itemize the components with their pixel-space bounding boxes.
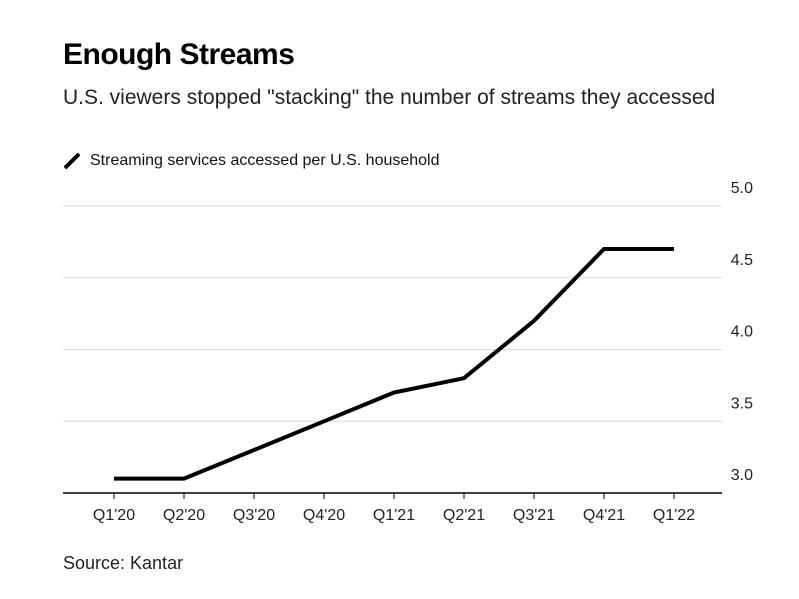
chart-title: Enough Streams <box>63 38 295 71</box>
y-axis-tick-labels: 3.0 3.5 4.0 4.5 5.0 <box>731 180 753 484</box>
x-tick-label: Q1'21 <box>373 507 415 524</box>
x-tick-label: Q4'21 <box>583 507 625 524</box>
gridlines <box>63 205 722 422</box>
legend-label: Streaming services accessed per U.S. hou… <box>90 152 440 169</box>
series-lines <box>114 247 674 481</box>
source-note: Source: Kantar <box>63 553 184 573</box>
x-tick-label: Q1'20 <box>93 507 135 524</box>
x-tick-label: Q3'21 <box>513 507 555 524</box>
x-axis: Q1'20 Q2'20 Q3'20 Q4'20 Q1'21 Q2'21 Q3'21 Q4'21… <box>63 492 722 524</box>
x-tick-label: Q2'21 <box>443 507 485 524</box>
chart-subtitle: U.S. viewers stopped "stacking" the numb… <box>63 86 716 109</box>
legend: Streaming services accessed per U.S. hou… <box>63 150 440 172</box>
y-tick-label: 3.5 <box>731 395 753 412</box>
y-tick-label: 4.5 <box>731 252 753 269</box>
y-tick-label: 5.0 <box>731 180 753 197</box>
x-tick-label: Q1'22 <box>653 507 695 524</box>
series-line <box>114 247 674 481</box>
x-tick-label: Q4'20 <box>303 507 345 524</box>
x-tick-label: Q2'20 <box>163 507 205 524</box>
y-tick-label: 3.0 <box>731 467 753 484</box>
x-tick-label: Q3'20 <box>233 507 275 524</box>
y-tick-label: 4.0 <box>731 324 753 341</box>
